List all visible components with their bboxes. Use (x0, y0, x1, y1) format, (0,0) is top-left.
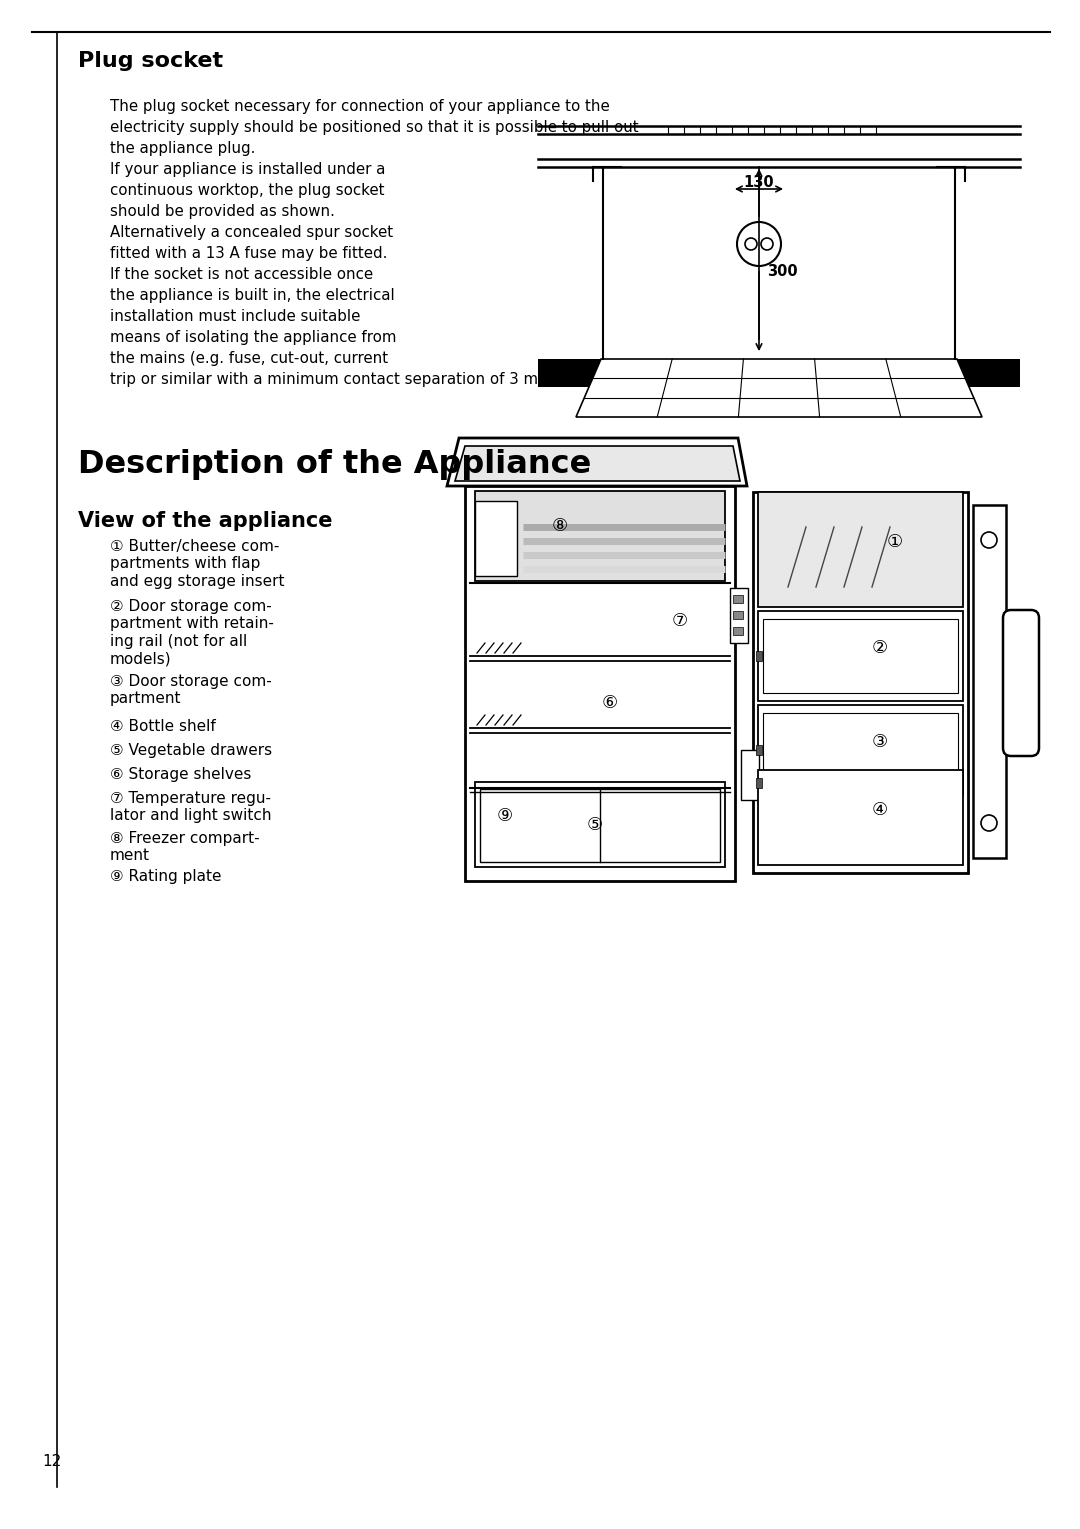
Text: ③ Door storage com-
partment: ③ Door storage com- partment (110, 674, 272, 706)
Text: ① Butter/cheese com-
partments with flap
and egg storage insert: ① Butter/cheese com- partments with flap… (110, 540, 284, 589)
Circle shape (981, 532, 997, 547)
Text: ④ Bottle shelf: ④ Bottle shelf (110, 719, 216, 734)
Text: electricity supply should be positioned so that it is possible to pull out: electricity supply should be positioned … (110, 119, 638, 135)
Text: ③: ③ (872, 732, 888, 751)
Text: trip or similar with a minimum contact separation of 3 mm).: trip or similar with a minimum contact s… (110, 372, 564, 387)
Text: The plug socket necessary for connection of your appliance to the: The plug socket necessary for connection… (110, 99, 610, 115)
Bar (475, 781, 725, 867)
Bar (758, 612, 963, 700)
Text: ② Door storage com-
partment with retain-
ing rail (not for all
models): ② Door storage com- partment with retain… (110, 599, 274, 667)
Bar (538, 359, 606, 387)
Text: installation must include suitable: installation must include suitable (110, 309, 361, 324)
Text: ②: ② (872, 639, 888, 657)
Bar (475, 491, 725, 581)
Text: ④: ④ (872, 801, 888, 820)
Polygon shape (455, 446, 740, 482)
Text: ⑧ Freezer compart-
ment: ⑧ Freezer compart- ment (110, 830, 259, 864)
Text: the appliance is built in, the electrical: the appliance is built in, the electrica… (110, 287, 395, 303)
Text: If your appliance is installed under a: If your appliance is installed under a (110, 162, 386, 177)
Bar (762, 713, 958, 787)
Bar (758, 705, 963, 795)
Polygon shape (447, 437, 747, 486)
Text: ⑨ Rating plate: ⑨ Rating plate (110, 868, 221, 884)
Bar (756, 778, 762, 787)
Text: View of the appliance: View of the appliance (78, 511, 333, 531)
Text: If the socket is not accessible once: If the socket is not accessible once (110, 268, 373, 281)
Bar (733, 612, 743, 619)
Text: ⑥: ⑥ (602, 694, 618, 713)
Bar (475, 502, 517, 576)
Bar (480, 789, 720, 862)
Bar (733, 627, 743, 635)
Text: the mains (e.g. fuse, cut-out, current: the mains (e.g. fuse, cut-out, current (110, 352, 388, 365)
Text: ⑥ Storage shelves: ⑥ Storage shelves (110, 768, 252, 781)
Bar (660, 125, 880, 135)
Text: fitted with a 13 A fuse may be fitted.: fitted with a 13 A fuse may be fitted. (110, 246, 388, 261)
Bar (756, 651, 762, 661)
Text: ⑤: ⑤ (586, 816, 603, 833)
Text: Alternatively a concealed spur socket: Alternatively a concealed spur socket (110, 225, 393, 240)
Polygon shape (576, 359, 982, 417)
Bar (762, 619, 958, 693)
Text: 300: 300 (767, 265, 798, 278)
Text: ⑦ Temperature regu-
lator and light switch: ⑦ Temperature regu- lator and light swit… (110, 790, 271, 824)
Bar (756, 745, 762, 755)
Bar (758, 492, 963, 607)
Bar (733, 595, 743, 602)
Text: Plug socket: Plug socket (78, 50, 224, 70)
Bar (741, 751, 759, 800)
Text: 130: 130 (743, 174, 773, 190)
Circle shape (981, 815, 997, 830)
FancyBboxPatch shape (1003, 610, 1039, 755)
Text: ⑦: ⑦ (672, 612, 688, 630)
Text: ①: ① (887, 534, 903, 550)
Text: means of isolating the appliance from: means of isolating the appliance from (110, 330, 396, 346)
Bar (465, 486, 735, 881)
Text: Description of the Appliance: Description of the Appliance (78, 450, 591, 480)
Text: the appliance plug.: the appliance plug. (110, 141, 255, 156)
Text: 12: 12 (42, 1454, 62, 1469)
Text: ⑧: ⑧ (552, 517, 568, 535)
Text: ⑤ Vegetable drawers: ⑤ Vegetable drawers (110, 743, 272, 758)
Text: should be provided as shown.: should be provided as shown. (110, 203, 335, 219)
Text: continuous worktop, the plug socket: continuous worktop, the plug socket (110, 183, 384, 197)
Bar (951, 359, 1020, 387)
Text: ⑨: ⑨ (497, 807, 513, 826)
Bar (973, 505, 1005, 858)
Bar (758, 771, 963, 865)
Bar (753, 492, 968, 873)
Bar (730, 589, 748, 644)
